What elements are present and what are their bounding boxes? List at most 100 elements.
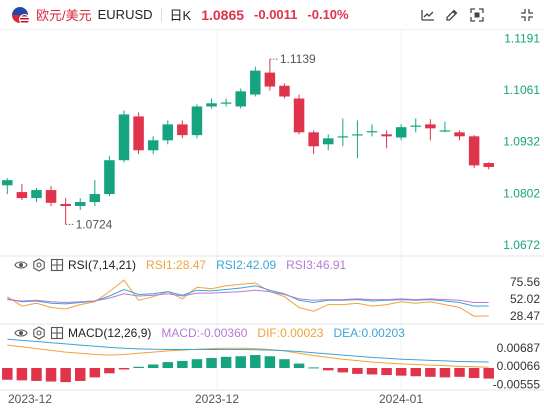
rsi-line-3 <box>7 289 489 304</box>
candle-body <box>74 202 86 207</box>
candle-body <box>381 134 392 137</box>
macd-value: MACD:-0.00360 <box>161 326 248 340</box>
macd-histogram-bar <box>89 368 101 378</box>
macd-histogram-bar <box>410 368 422 377</box>
candle-body <box>425 124 436 129</box>
candle-body <box>395 127 407 138</box>
indicator-toggle-icon[interactable] <box>50 258 64 272</box>
candle-body <box>410 125 422 127</box>
candle-body <box>483 163 494 167</box>
candle-body <box>235 91 246 107</box>
rsi-axis-label: 28.47 <box>510 309 540 323</box>
macd-histogram-bar <box>381 368 392 376</box>
candle-body <box>337 136 349 138</box>
dea-line <box>7 338 489 363</box>
macd-histogram-bar <box>337 368 349 373</box>
macd-histogram-bar <box>220 356 232 368</box>
macd-histogram-bar <box>293 363 305 368</box>
fullscreen-icon[interactable] <box>469 7 485 23</box>
candle-body <box>279 85 290 97</box>
macd-histogram-bar <box>395 368 407 376</box>
pair-name-cn[interactable]: 欧元/美元 <box>36 8 92 23</box>
dif-value: DIF:0.00023 <box>257 326 324 340</box>
line-chart-icon[interactable] <box>420 7 436 23</box>
price-axis-label: 1.0802 <box>503 186 540 200</box>
price-chart[interactable]: 1.1191 1.1061 1.0932 1.0802 1.0672 1.1139 1.0… <box>0 30 544 409</box>
macd-histogram-bar <box>16 368 28 381</box>
chart-toolbar: 欧元/美元 EURUSD 日K 1.0865 -0.0011 -0.10% <box>0 0 544 30</box>
rsi1-value: RSI1:28.47 <box>146 258 207 272</box>
rsi2-value: RSI2:42.09 <box>216 258 277 272</box>
macd-histogram-bar <box>191 359 203 368</box>
candle-body <box>118 114 130 161</box>
candle-body <box>191 106 203 136</box>
candle-body <box>352 134 363 136</box>
candle-body <box>322 138 334 145</box>
candle-body <box>162 124 174 141</box>
macd-histogram-bar <box>206 358 217 368</box>
candle-body <box>366 131 378 133</box>
rsi-name: RSI(7,14,21) <box>68 258 137 272</box>
rsi-legend: RSI(7,14,21) RSI1:28.47 RSI2:42.09 RSI3:… <box>14 257 356 273</box>
edit-icon[interactable] <box>444 7 460 23</box>
candle-body <box>31 190 42 199</box>
last-price: 1.0865 <box>201 6 245 23</box>
candle-body <box>293 98 305 133</box>
candle-body <box>60 204 71 207</box>
macd-histogram-bar <box>31 368 42 381</box>
macd-histogram-bar <box>60 368 71 383</box>
rsi-line-1 <box>7 279 489 317</box>
macd-histogram-bar <box>425 368 436 377</box>
macd-histogram-bar <box>177 360 188 368</box>
candle-body <box>104 160 115 195</box>
high-low-annotations: 1.1139 1.0724 <box>65 52 316 231</box>
candle-body <box>308 132 319 147</box>
candle-body <box>250 70 261 95</box>
candle-body <box>133 116 144 151</box>
macd-name: MACD(12,26,9) <box>68 326 152 340</box>
candlestick-series <box>2 59 494 225</box>
price-axis-label: 1.0672 <box>503 238 540 252</box>
macd-histogram-bar <box>264 356 276 368</box>
interval-selector[interactable]: 日K <box>169 8 192 23</box>
candle-body <box>177 124 188 136</box>
candle-body <box>220 102 232 104</box>
macd-histogram-bar <box>118 368 130 370</box>
rsi-axis-label: 75.56 <box>510 275 540 289</box>
collapse-icon[interactable] <box>519 7 535 23</box>
toolbar-divider <box>160 7 162 22</box>
eye-icon[interactable] <box>14 326 28 340</box>
macd-histogram-bar <box>366 368 378 375</box>
low-label: 1.0724 <box>76 217 113 231</box>
macd-histogram-bar <box>133 366 144 368</box>
eu-us-flag-icon <box>12 6 30 25</box>
rsi3-value: RSI3:46.91 <box>286 258 347 272</box>
macd-axis-label: 0.00066 <box>497 359 541 373</box>
macd-axis-label: 0.00687 <box>497 341 541 355</box>
macd-histogram-bar <box>74 368 86 381</box>
macd-histogram-bar <box>162 362 174 368</box>
macd-histogram-bar <box>352 368 363 374</box>
candle-body <box>206 103 217 107</box>
pair-code[interactable]: EURUSD <box>97 7 153 22</box>
eye-icon[interactable] <box>14 258 28 272</box>
candle-body <box>468 136 480 166</box>
macd-histogram-bar <box>235 356 246 368</box>
settings-icon[interactable] <box>32 326 46 340</box>
dea-value: DEA:0.00203 <box>333 326 405 340</box>
indicator-toggle-icon[interactable] <box>50 326 64 340</box>
dif-line <box>7 344 489 368</box>
candle-body <box>454 132 465 137</box>
candle-body <box>147 140 159 151</box>
macd-axis-label: -0.00555 <box>493 377 541 391</box>
candle-body <box>16 192 28 199</box>
price-change: -0.0011 <box>254 7 298 22</box>
candle-body <box>264 72 276 87</box>
macd-pane: 0.00687 0.00066 -0.00555 <box>2 338 541 391</box>
price-change-percent: -0.10% <box>307 7 349 22</box>
macd-histogram-bar <box>308 367 319 369</box>
price-axis-label: 1.1061 <box>503 83 540 97</box>
macd-legend: MACD(12,26,9) MACD:-0.00360 DIF:0.00023 … <box>14 325 415 341</box>
settings-icon[interactable] <box>32 258 46 272</box>
time-axis-label: 2023-12 <box>8 392 52 406</box>
